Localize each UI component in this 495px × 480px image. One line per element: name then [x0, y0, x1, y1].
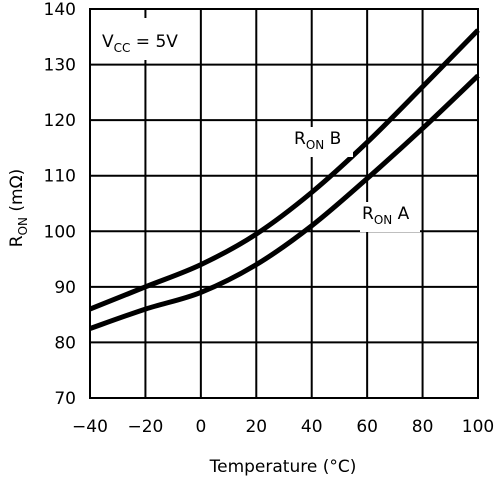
y-axis-title: RON (mΩ)	[7, 169, 30, 247]
y-tick-label: 100	[44, 222, 76, 242]
x-tick-label: 60	[356, 417, 378, 437]
x-axis-title: Temperature (°C)	[209, 457, 357, 477]
series-a-label: RON A	[362, 204, 410, 227]
y-tick-label: 70	[54, 389, 76, 409]
x-tick-label: −40	[72, 417, 108, 437]
y-tick-label: 140	[44, 0, 76, 20]
x-tick-label: 0	[195, 417, 206, 437]
tick-labels: −40 −20 0 20 40 60 80 100 70 80 90 100 110 120 130 140	[44, 0, 495, 437]
y-tick-label: 80	[54, 333, 76, 353]
y-tick-label: 120	[44, 111, 76, 131]
series-b-label-box	[291, 127, 353, 157]
series-b-label: RON B	[294, 129, 341, 152]
y-tick-label: 130	[44, 56, 76, 76]
series-a-label-box	[360, 202, 420, 232]
x-tick-label: 80	[412, 417, 434, 437]
series-line-ron-a	[89, 73, 480, 331]
y-tick-label: 110	[44, 167, 76, 187]
condition-label: VCC = 5V	[102, 32, 178, 55]
x-tick-label: 100	[462, 417, 494, 437]
x-tick-label: −20	[127, 417, 163, 437]
condition-label-box	[91, 18, 159, 60]
series-lines	[89, 28, 480, 331]
x-tick-label: 20	[245, 417, 267, 437]
series-line-ron-b	[89, 28, 480, 312]
y-tick-label: 90	[54, 278, 76, 298]
x-tick-label: 40	[301, 417, 323, 437]
plot-frame	[89, 8, 479, 399]
